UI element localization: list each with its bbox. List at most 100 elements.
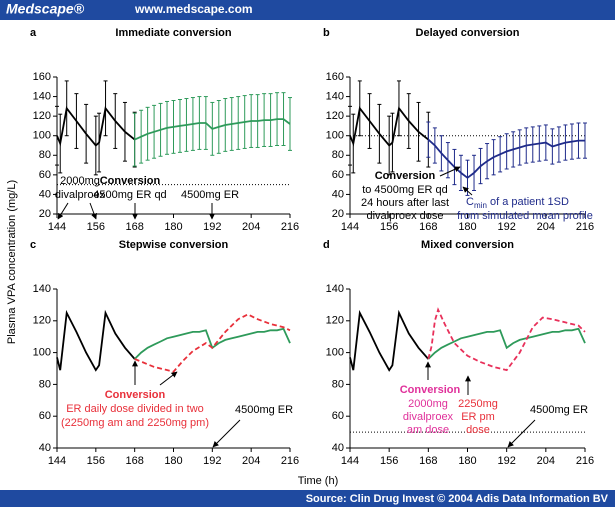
x-tick-label: 144 bbox=[48, 455, 66, 467]
x-tick-label: 192 bbox=[497, 221, 515, 233]
arrow bbox=[89, 202, 97, 220]
series-line bbox=[427, 307, 586, 372]
x-tick-label: 192 bbox=[203, 221, 221, 233]
x-tick-label: 180 bbox=[164, 221, 182, 233]
annotation: 4500mg ER bbox=[235, 404, 293, 416]
panel-title: Mixed conversion bbox=[421, 239, 514, 251]
y-tick-label: 60 bbox=[332, 410, 344, 422]
y-tick-label: 120 bbox=[33, 315, 51, 327]
y-tick-label: 20 bbox=[332, 208, 344, 220]
x-tick-label: 168 bbox=[125, 221, 143, 233]
x-tick-label: 144 bbox=[341, 455, 359, 467]
y-tick-label: 140 bbox=[33, 283, 51, 295]
annotation: C bbox=[466, 196, 474, 208]
arrow bbox=[159, 371, 178, 386]
panel-title: Immediate conversion bbox=[115, 27, 231, 39]
annotation: 24 hours after last bbox=[361, 197, 449, 209]
source: Source: Clin Drug Invest © 2004 Adis Dat… bbox=[306, 493, 609, 505]
x-tick-label: 216 bbox=[281, 221, 299, 233]
annotation: ER pm bbox=[461, 411, 495, 423]
arrow bbox=[462, 186, 473, 196]
y-tick-label: 40 bbox=[332, 188, 344, 200]
annotation: Conversion bbox=[105, 389, 166, 401]
y-tick-label: 80 bbox=[39, 378, 51, 390]
y-tick-label: 80 bbox=[332, 378, 344, 390]
y-tick-label: 100 bbox=[326, 347, 344, 359]
annotation: from simulated mean profile bbox=[457, 210, 593, 222]
brand: Medscape® bbox=[6, 1, 85, 17]
series-line bbox=[349, 309, 429, 372]
x-tick-label: 216 bbox=[576, 455, 594, 467]
y-tick-label: 140 bbox=[326, 283, 344, 295]
header-bar bbox=[0, 0, 615, 20]
annotation: Conversion bbox=[100, 175, 161, 187]
y-tick-label: 120 bbox=[326, 315, 344, 327]
x-tick-label: 192 bbox=[497, 455, 515, 467]
annotation: 4500mg ER qd bbox=[93, 189, 166, 201]
annotation: 4500mg ER bbox=[181, 189, 239, 201]
y-tick-label: 60 bbox=[332, 169, 344, 181]
x-tick-label: 156 bbox=[87, 221, 105, 233]
annotation: dose bbox=[466, 424, 490, 436]
annotation: 2250mg bbox=[458, 398, 498, 410]
y-tick-label: 40 bbox=[39, 188, 51, 200]
x-tick-label: 156 bbox=[87, 455, 105, 467]
x-tick-label: 156 bbox=[380, 221, 398, 233]
annotation: divalproex bbox=[403, 411, 454, 423]
y-tick-label: 40 bbox=[332, 442, 344, 454]
series-line bbox=[134, 327, 291, 360]
annotation: divalproex bbox=[55, 189, 106, 201]
y-tick-label: 100 bbox=[326, 130, 344, 142]
annotation: 2000mg bbox=[60, 175, 100, 187]
series-line bbox=[349, 106, 429, 147]
annotation: divalproex dose bbox=[366, 210, 443, 222]
series-line bbox=[56, 106, 136, 147]
annotation: of a patient 1SD bbox=[490, 196, 569, 208]
x-tick-label: 168 bbox=[419, 455, 437, 467]
series-line bbox=[134, 313, 291, 373]
y-tick-label: 120 bbox=[33, 110, 51, 122]
panel-label: d bbox=[323, 239, 330, 251]
y-tick-label: 60 bbox=[39, 169, 51, 181]
annotation: to 4500mg ER qd bbox=[362, 184, 448, 196]
x-tick-label: 144 bbox=[341, 221, 359, 233]
series-line bbox=[134, 118, 291, 141]
annotation: am dose bbox=[407, 424, 449, 436]
y-tick-label: 120 bbox=[326, 110, 344, 122]
footer-bar bbox=[0, 490, 615, 507]
series-line bbox=[427, 327, 586, 360]
panel-label: a bbox=[30, 27, 37, 39]
annotation: ER daily dose divided in two bbox=[66, 403, 204, 415]
x-tick-label: 216 bbox=[576, 221, 594, 233]
panel-label: c bbox=[30, 239, 36, 251]
annotation: (2250mg am and 2250mg pm) bbox=[61, 417, 209, 429]
y-axis-label: Plasma VPA concentration (mg/L) bbox=[6, 180, 18, 344]
series-line bbox=[56, 309, 136, 372]
y-tick-label: 160 bbox=[326, 71, 344, 83]
x-tick-label: 204 bbox=[242, 221, 260, 233]
x-tick-label: 180 bbox=[458, 221, 476, 233]
error-bar bbox=[132, 112, 137, 167]
arrow bbox=[57, 202, 69, 220]
x-tick-label: 168 bbox=[125, 455, 143, 467]
x-tick-label: 204 bbox=[537, 221, 555, 233]
x-tick-label: 204 bbox=[242, 455, 260, 467]
y-tick-label: 80 bbox=[332, 149, 344, 161]
x-tick-label: 144 bbox=[48, 221, 66, 233]
y-tick-label: 160 bbox=[33, 71, 51, 83]
annotation: 2000mg bbox=[408, 398, 448, 410]
x-tick-label: 204 bbox=[537, 455, 555, 467]
y-tick-label: 80 bbox=[39, 149, 51, 161]
annotation: 4500mg ER bbox=[530, 404, 588, 416]
arrow bbox=[507, 419, 536, 448]
annotation: min bbox=[474, 201, 487, 210]
x-axis-label: Time (h) bbox=[298, 475, 339, 487]
x-tick-label: 180 bbox=[458, 455, 476, 467]
panel-title: Delayed conversion bbox=[416, 27, 520, 39]
panel-title: Stepwise conversion bbox=[119, 239, 229, 251]
annotation: Conversion bbox=[375, 170, 436, 182]
annotation: Conversion bbox=[400, 384, 461, 396]
x-tick-label: 168 bbox=[419, 221, 437, 233]
